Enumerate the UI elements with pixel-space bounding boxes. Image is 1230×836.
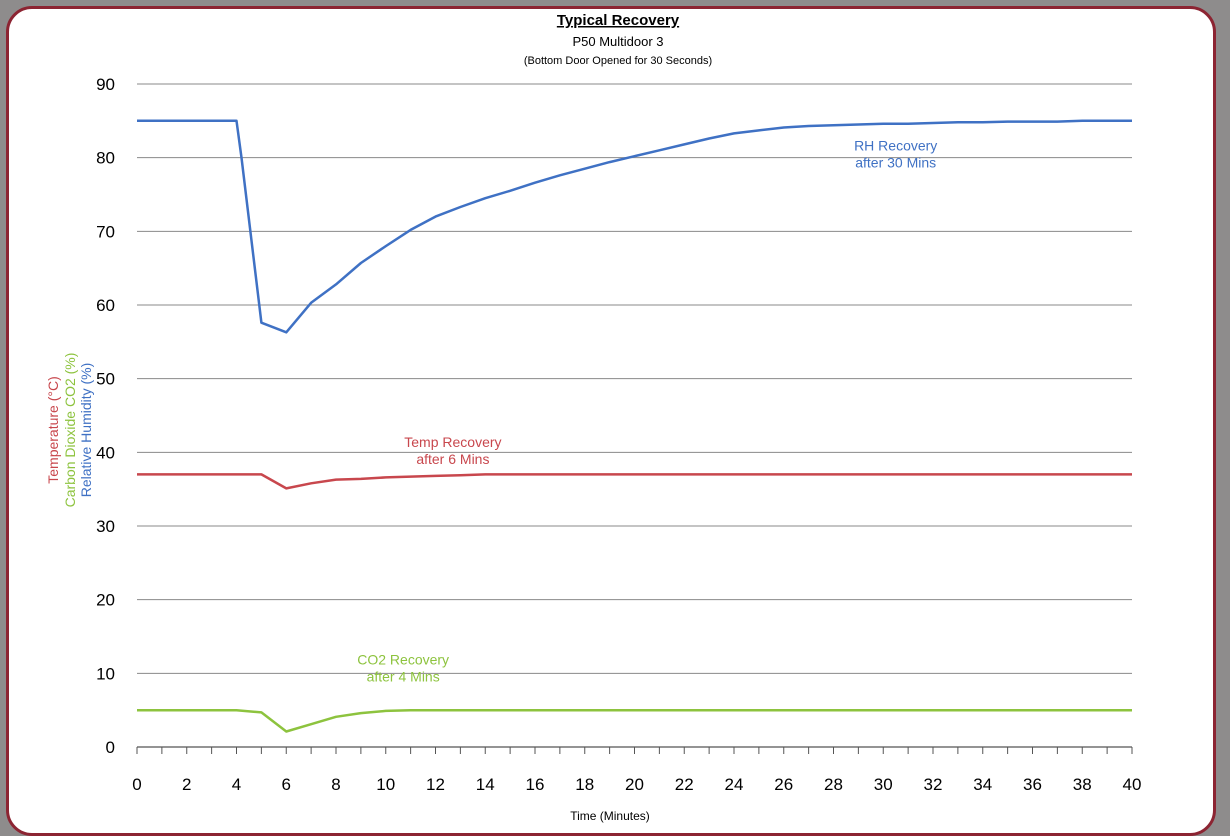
x-tick-label: 2	[182, 775, 191, 794]
x-tick-label: 12	[426, 775, 445, 794]
x-tick-label: 14	[476, 775, 495, 794]
annotation-text: CO2 Recovery	[357, 651, 449, 667]
annotation-text: after 4 Mins	[367, 668, 440, 684]
chart-subtitle-note: (Bottom Door Opened for 30 Seconds)	[524, 55, 712, 67]
x-axis-title: Time (Minutes)	[570, 809, 650, 823]
annotation-text: after 30 Mins	[855, 154, 936, 170]
x-tick-label: 30	[874, 775, 893, 794]
annotation-text: after 6 Mins	[416, 451, 489, 467]
y-tick-label: 70	[96, 222, 115, 241]
y-tick-label: 30	[96, 517, 115, 536]
y-tick-label: 90	[96, 75, 115, 94]
chart-title: Typical Recovery	[557, 12, 680, 29]
x-tick-label: 32	[924, 775, 943, 794]
x-tick-label: 18	[575, 775, 594, 794]
x-tick-label: 24	[725, 775, 744, 794]
x-tick-label: 38	[1073, 775, 1092, 794]
x-axis: 0 2 4 6 8 10 12 14 16 18 20 22 24 26 28 30 32 34 36 38 40	[132, 746, 1142, 794]
annotation-text: Temp Recovery	[404, 434, 501, 450]
series-line-temperature	[137, 473, 1132, 490]
x-tick-label: 36	[1023, 775, 1042, 794]
y-axis-label-temperature: Temperature (°C)	[45, 376, 61, 484]
x-tick-label: 0	[132, 775, 141, 794]
y-axis-title-2: Carbon Dioxide CO2 (%)	[62, 353, 78, 508]
x-tick-label: 34	[973, 775, 992, 794]
y-tick-label: 80	[96, 149, 115, 168]
x-tick-label: 10	[376, 775, 395, 794]
y-tick-label: 10	[96, 664, 115, 683]
x-tick-label: 16	[526, 775, 545, 794]
chart-frame	[6, 6, 1216, 836]
y-axis-label-humidity: Relative Humidity (%)	[78, 363, 94, 498]
y-axis-title-1: Temperature (°C)	[45, 376, 61, 484]
y-tick-label: 20	[96, 591, 115, 610]
y-axis-ticks: 0 10 20 30 40 50 60 70 80 90	[96, 75, 115, 757]
y-tick-label: 0	[106, 738, 115, 757]
x-tick-label: 26	[774, 775, 793, 794]
series-line-co2	[137, 708, 1132, 733]
x-tick-label: 40	[1123, 775, 1142, 794]
y-axis-title-3: Relative Humidity (%)	[78, 363, 94, 498]
y-axis-label-co2: Carbon Dioxide CO2 (%)	[62, 353, 78, 508]
y-tick-label: 40	[96, 443, 115, 462]
chart-subtitle: P50 Multidoor 3	[572, 34, 663, 49]
x-tick-label: 4	[232, 775, 241, 794]
x-tick-label: 20	[625, 775, 644, 794]
x-tick-label: 8	[331, 775, 340, 794]
series-line-relative-humidity	[137, 119, 1132, 334]
gridlines	[137, 83, 1132, 674]
y-tick-label: 60	[96, 296, 115, 315]
x-tick-label: 22	[675, 775, 694, 794]
series-lines	[137, 119, 1132, 733]
x-tick-label: 6	[282, 775, 291, 794]
x-tick-label: 28	[824, 775, 843, 794]
annotation-text: RH Recovery	[854, 137, 937, 153]
y-tick-label: 50	[96, 370, 115, 389]
